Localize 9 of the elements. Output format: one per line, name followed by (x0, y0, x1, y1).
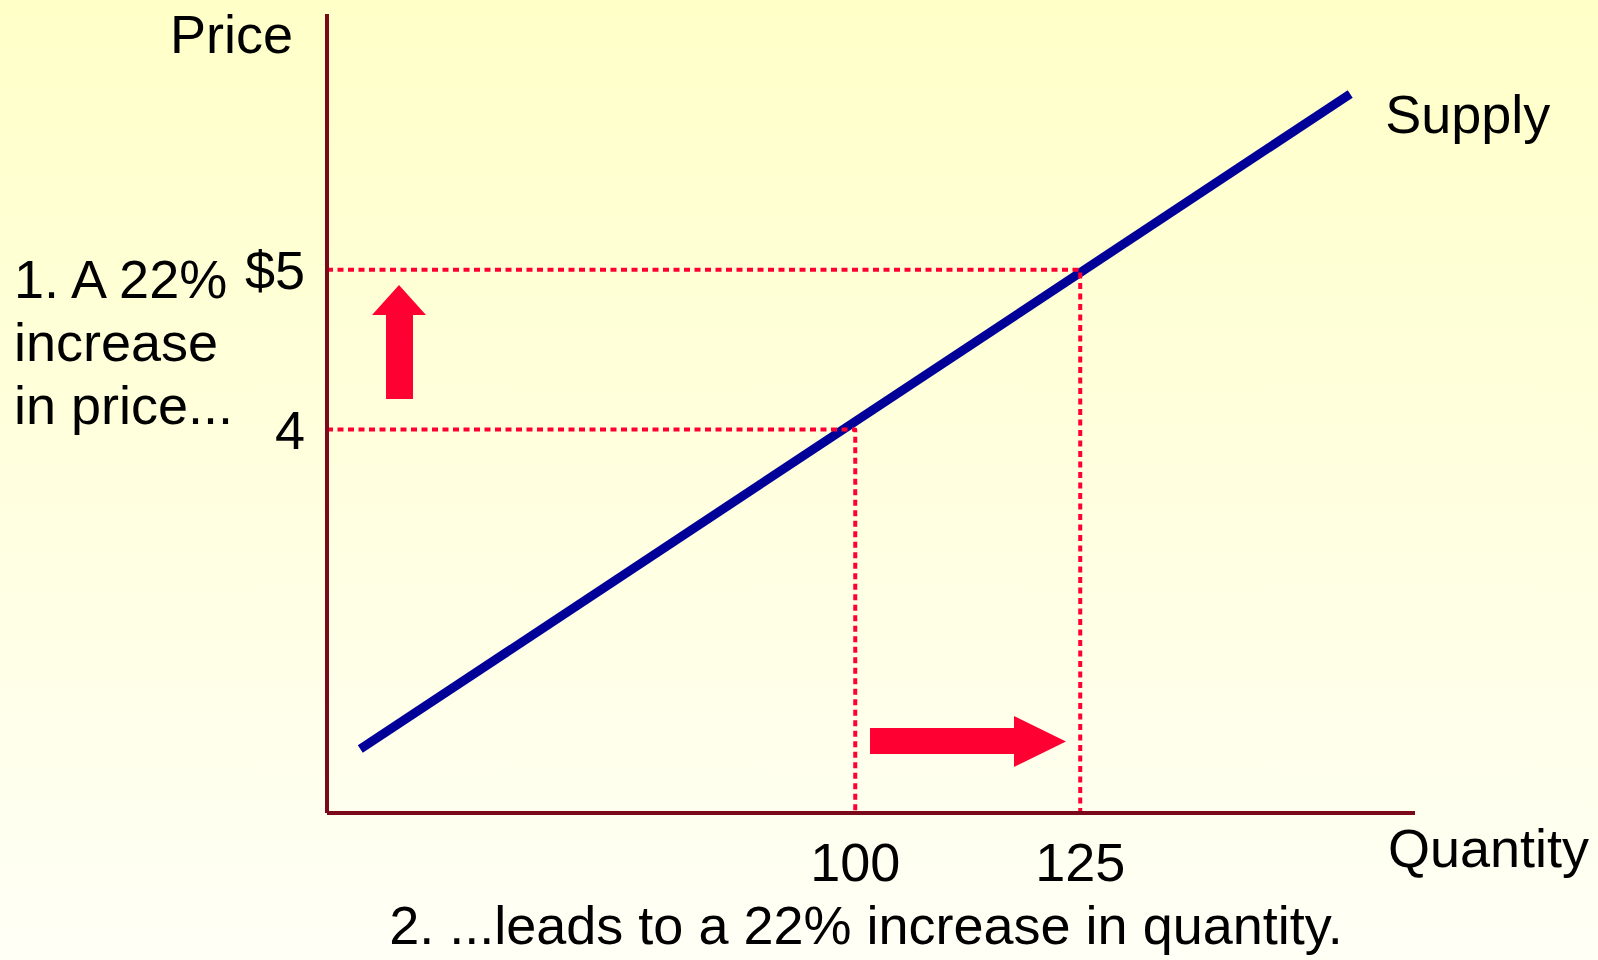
x-tick-label: 125 (1035, 832, 1126, 893)
x-axis-title: Quantity (1388, 818, 1590, 878)
text: 1. A 22% increase in price... (14, 249, 234, 435)
y-tick-label: 4 (274, 399, 305, 460)
text: 2. ...leads to a 22% increase in quantity. (389, 895, 1343, 955)
y-axis-title: Price (169, 4, 293, 64)
y-tick-label: $5 (244, 239, 305, 300)
x-tick-label: 100 (810, 832, 901, 893)
series-label: Supply (1385, 83, 1551, 144)
